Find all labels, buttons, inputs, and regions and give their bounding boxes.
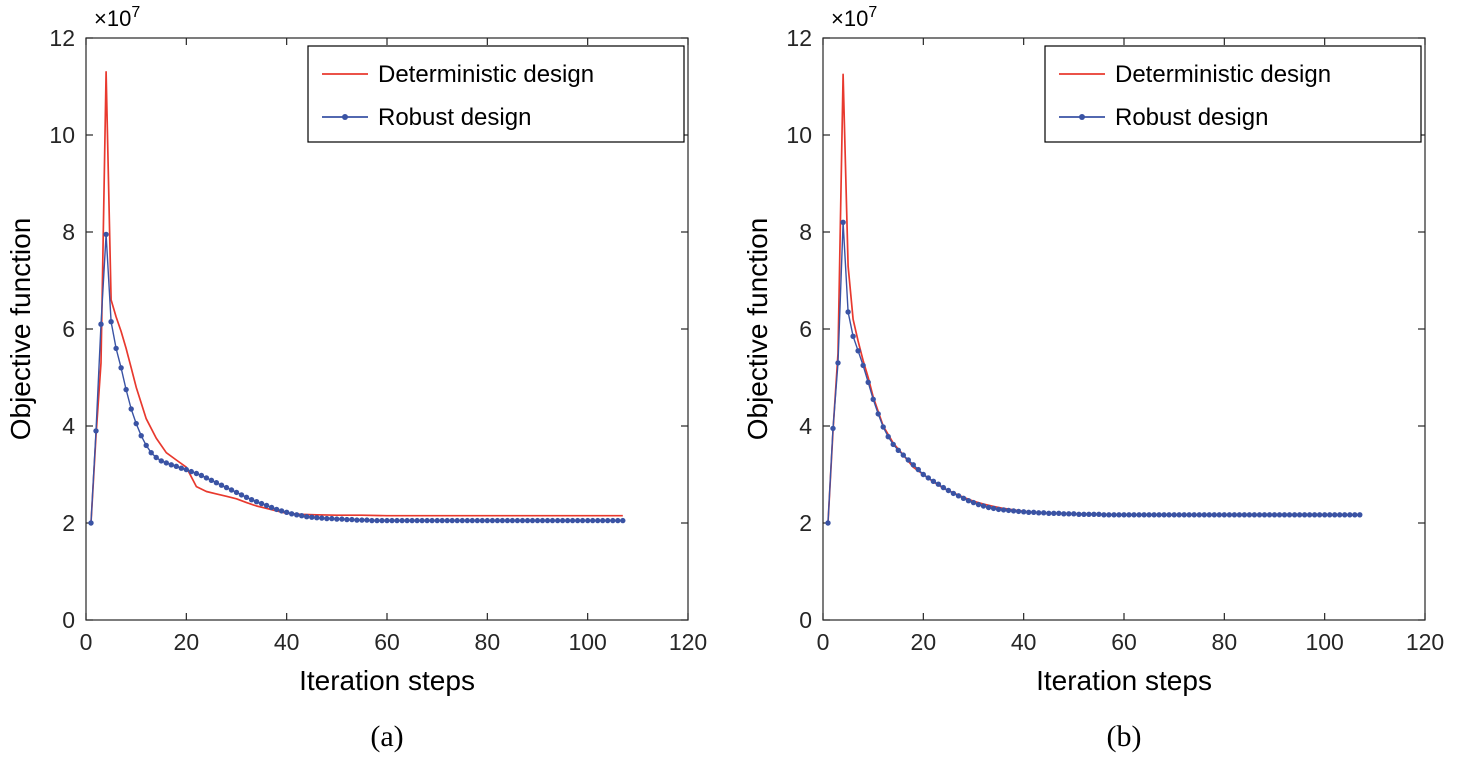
legend: Deterministic design Robust design [307,45,685,143]
panel-caption: (b) [1107,720,1142,753]
svg-text:Robust design: Robust design [378,104,531,131]
svg-text:12: 12 [49,25,75,51]
chart-panel-b: 0 20 40 60 80 100 120 0 2 4 6 8 10 12 ×107 Objective fu… [742,4,1445,753]
svg-text:40: 40 [1011,629,1037,655]
svg-text:12: 12 [786,25,812,51]
axis-ticks [822,37,1426,621]
svg-text:8: 8 [62,219,75,245]
y-tick-labels: 0 2 4 6 8 10 12 [49,25,75,633]
svg-text:0: 0 [80,629,93,655]
svg-text:10: 10 [786,122,812,148]
svg-text:100: 100 [1305,629,1343,655]
svg-text:4: 4 [799,413,812,439]
svg-text:60: 60 [374,629,400,655]
svg-text:100: 100 [568,629,606,655]
svg-text:20: 20 [174,629,200,655]
panel-caption: (a) [370,720,403,753]
svg-text:0: 0 [62,607,75,633]
x-axis-label: Iteration steps [1036,665,1212,696]
svg-text:120: 120 [1406,629,1444,655]
svg-text:20: 20 [911,629,937,655]
x-tick-labels: 0 20 40 60 80 100 120 [817,629,1445,655]
svg-text:10: 10 [49,122,75,148]
svg-text:40: 40 [274,629,300,655]
svg-text:Deterministic design: Deterministic design [1115,61,1331,88]
y-axis-multiplier: ×107 [831,4,877,31]
svg-text:Robust design: Robust design [1115,104,1268,131]
y-axis-label: Objective function [5,218,36,441]
svg-text:80: 80 [1212,629,1238,655]
svg-text:0: 0 [817,629,830,655]
svg-text:0: 0 [799,607,812,633]
legend-entry-robust: Robust design [1059,104,1268,131]
series-deterministic [90,71,623,524]
legend: Deterministic design Robust design [1044,45,1422,143]
legend-entry-robust: Robust design [322,104,531,131]
svg-text:4: 4 [62,413,75,439]
series-robust [88,231,626,526]
chart-panel-a: 0 20 40 60 80 100 120 0 2 4 6 8 10 12 ×107 Objective fu… [5,4,708,753]
y-axis-label: Objective function [742,218,773,441]
svg-text:2: 2 [799,510,812,536]
svg-text:80: 80 [475,629,501,655]
x-tick-labels: 0 20 40 60 80 100 120 [80,629,708,655]
legend-entry-deterministic: Deterministic design [322,61,594,88]
svg-text:8: 8 [799,219,812,245]
svg-text:6: 6 [799,316,812,342]
legend-entry-deterministic: Deterministic design [1059,61,1331,88]
y-axis-multiplier: ×107 [94,4,140,31]
x-axis-label: Iteration steps [299,665,475,696]
svg-text:2: 2 [62,510,75,536]
series-robust [825,219,1363,526]
svg-text:6: 6 [62,316,75,342]
axis-ticks [85,37,689,621]
svg-text:120: 120 [669,629,707,655]
svg-text:Deterministic design: Deterministic design [378,61,594,88]
svg-text:60: 60 [1111,629,1137,655]
y-tick-labels: 0 2 4 6 8 10 12 [786,25,812,633]
